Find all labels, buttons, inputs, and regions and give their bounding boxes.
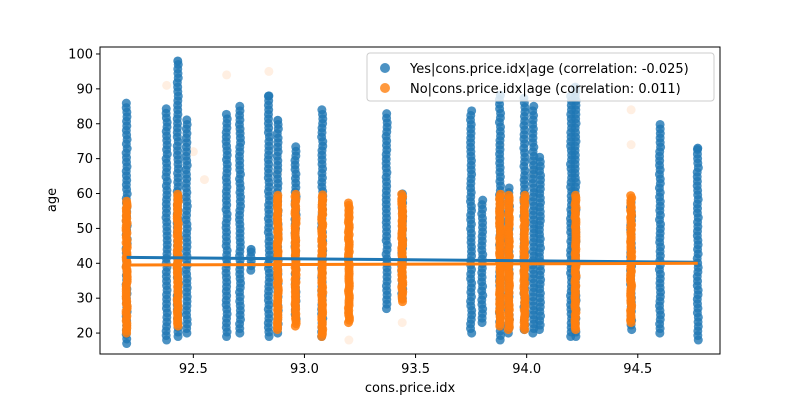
y-tick-label: 20 [76,327,93,342]
y-axis-ticks: 20 30 40 50 60 70 80 90 100 [68,47,100,342]
x-axis-ticks: 92.5 93.0 93.5 94.0 94.5 [179,354,652,377]
faint-point [199,175,209,185]
y-tick-label: 90 [76,82,93,97]
x-axis-label: cons.price.idx [365,381,456,396]
y-tick-label: 50 [76,222,93,237]
trend-line-yes [126,255,698,264]
point-yes [382,109,392,119]
point-yes [235,101,245,111]
plot-area-frame [99,46,721,355]
y-axis-label: age [45,188,60,212]
x-tick-label: 93.5 [401,362,430,377]
data-points-layer [121,56,703,349]
point-yes [467,106,477,116]
point-no [571,190,581,200]
point-no [318,190,328,200]
y-tick-label: 30 [76,292,93,307]
point-no [291,189,301,199]
faint-point [344,335,354,345]
point-yes [529,101,539,111]
x-tick-label: 92.5 [179,362,208,377]
outlier-point [173,56,183,66]
point-yes [535,152,545,162]
point-no [122,196,132,206]
point-yes [161,104,171,114]
legend-marker-no [380,83,390,93]
legend-entry-yes: Yes|cons.price.idx|age (correlation: -0.… [409,62,689,77]
point-yes [655,119,665,129]
faint-point [626,140,636,150]
outlier-point [693,143,703,153]
legend-entry-no: No|cons.price.idx|age (correlation: 0.01… [410,82,681,97]
faint-point [162,80,172,90]
x-tick-label: 94.0 [512,362,541,377]
point-yes [221,109,231,119]
trend-lines-layer [126,255,698,267]
point-no [173,189,183,199]
point-yes [317,105,327,115]
point-no [397,189,407,199]
legend: Yes|cons.price.idx|age (correlation: -0.… [366,52,715,102]
faint-point [188,147,198,157]
x-tick-label: 94.5 [623,362,652,377]
point-yes [291,142,301,152]
outlier-point [246,244,256,254]
point-no [343,198,353,208]
point-yes [121,98,131,108]
point-yes [504,183,514,193]
y-tick-label: 80 [76,117,93,132]
outlier-point [273,115,283,125]
faint-point [264,66,274,76]
legend-box [366,52,715,102]
point-yes [182,115,192,125]
faint-point [222,70,232,80]
point-yes [478,195,488,205]
point-no [626,191,636,201]
faint-point [626,105,636,115]
outlier-point [264,91,274,101]
point-no [273,190,283,200]
x-tick-label: 93.0 [290,362,319,377]
faint-point [397,318,407,328]
point-no [496,189,506,199]
y-tick-label: 70 [76,152,93,167]
trend-line-no [126,261,698,267]
point-no [520,190,530,200]
y-tick-label: 60 [76,187,93,202]
point-no [504,190,514,200]
y-tick-label: 100 [68,47,93,62]
y-tick-label: 40 [76,257,93,272]
legend-marker-yes [380,63,390,73]
